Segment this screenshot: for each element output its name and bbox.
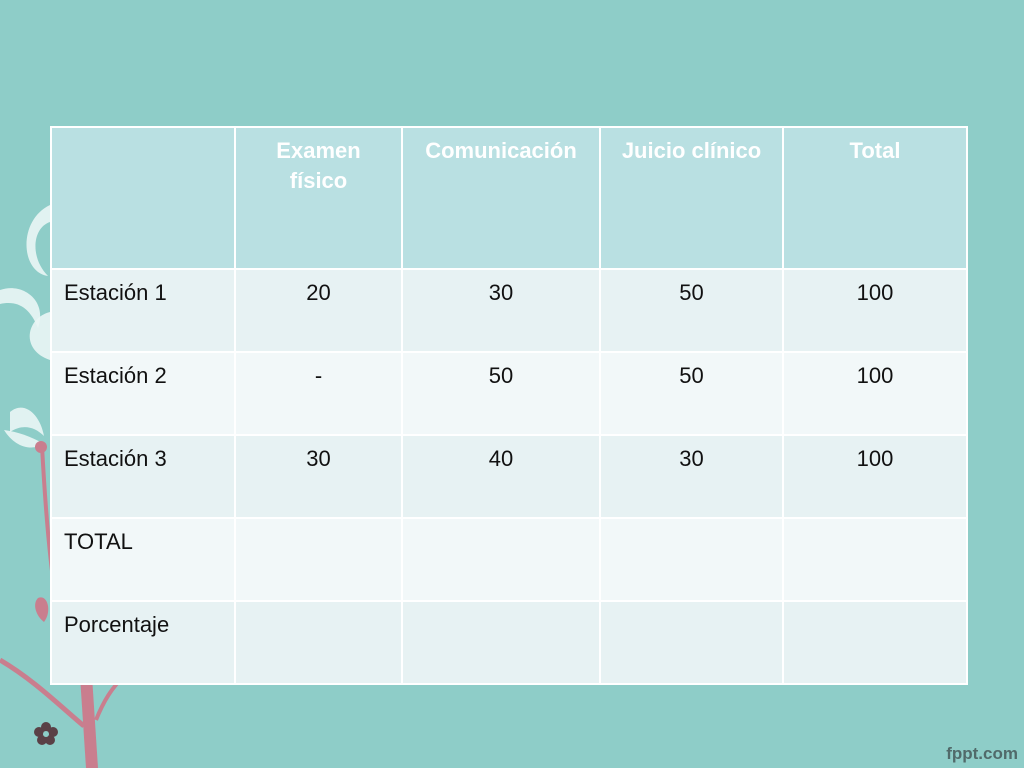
table-cell: 30	[599, 434, 784, 519]
table-cell	[782, 517, 968, 602]
flower-bud	[35, 441, 47, 453]
small-flower-icon	[34, 722, 58, 745]
table-header-row: Examen físico Comunicación Juicio clínic…	[50, 126, 968, 270]
table-cell	[401, 600, 601, 685]
flower-trunk	[80, 676, 98, 768]
flower-bud	[35, 597, 49, 622]
row-label: TOTAL	[50, 517, 236, 602]
table-cell: 50	[401, 351, 601, 436]
header-corner-cell	[50, 126, 236, 270]
table-cell	[599, 517, 784, 602]
table-cell	[782, 600, 968, 685]
header-examen-fisico: Examen físico	[234, 126, 403, 270]
swirl-leaf-icon	[4, 430, 44, 448]
table-row: Porcentaje	[50, 600, 968, 685]
table-cell: 30	[401, 268, 601, 353]
table-cell: 100	[782, 434, 968, 519]
table-row: Estación 2 - 50 50 100	[50, 351, 968, 436]
table-cell	[234, 517, 403, 602]
table-cell	[599, 600, 784, 685]
row-label: Estación 1	[50, 268, 236, 353]
scores-table: Examen físico Comunicación Juicio clínic…	[50, 126, 968, 685]
row-label: Estación 3	[50, 434, 236, 519]
table-row: TOTAL	[50, 517, 968, 602]
table-cell: 40	[401, 434, 601, 519]
header-juicio-clinico: Juicio clínico	[599, 126, 784, 270]
swirl-leaf-icon	[0, 288, 41, 328]
header-total: Total	[782, 126, 968, 270]
table-row: Estación 1 20 30 50 100	[50, 268, 968, 353]
table-cell: 100	[782, 351, 968, 436]
table-cell	[234, 600, 403, 685]
table-cell: 20	[234, 268, 403, 353]
row-label: Estación 2	[50, 351, 236, 436]
header-comunicacion: Comunicación	[401, 126, 601, 270]
table-cell	[401, 517, 601, 602]
table-row: Estación 3 30 40 30 100	[50, 434, 968, 519]
flower-branch	[0, 657, 86, 728]
swirl-leaf-icon	[10, 407, 44, 436]
row-label: Porcentaje	[50, 600, 236, 685]
table-cell: 30	[234, 434, 403, 519]
table-cell: 100	[782, 268, 968, 353]
brand-watermark: fppt.com	[946, 744, 1018, 763]
swirl-leaf-icon	[26, 205, 50, 276]
table-cell: 50	[599, 351, 784, 436]
table-cell: 50	[599, 268, 784, 353]
swirl-leaf-icon	[29, 312, 50, 360]
table-cell: -	[234, 351, 403, 436]
